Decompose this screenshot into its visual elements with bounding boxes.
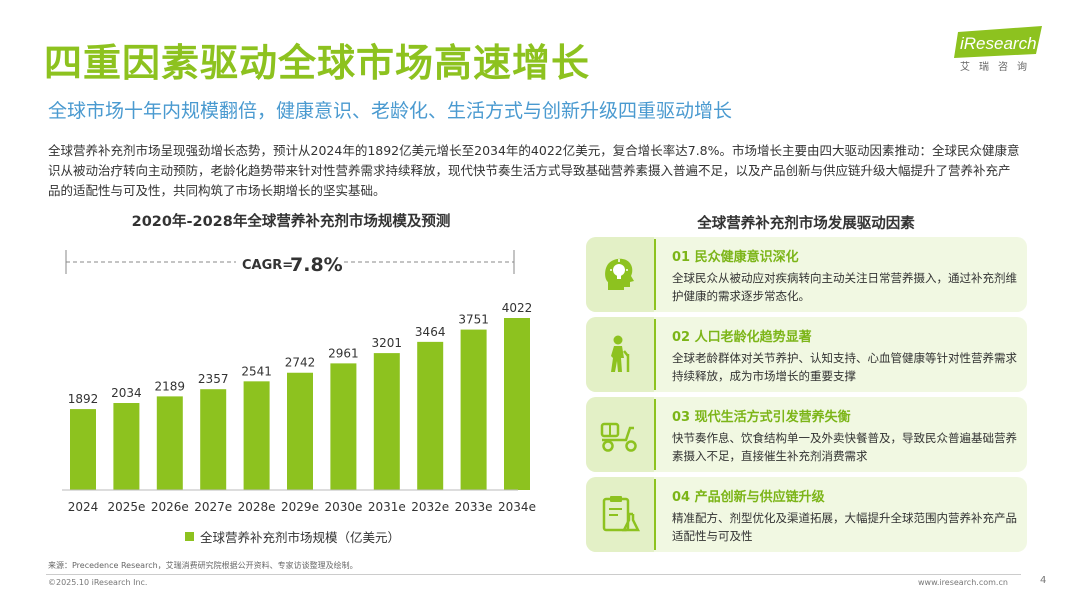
driver-card-1: 01 民众健康意识深化 全球民众从被动应对疾病转向主动关注日常营养摄入，通过补充… <box>586 237 1027 312</box>
driver-card-2: 02 人口老龄化趋势显著 全球老龄群体对关节养护、认知支持、心血管健康等针对性营… <box>586 317 1027 392</box>
delivery-scooter-icon <box>600 422 637 452</box>
elderly-person-icon <box>611 335 630 372</box>
bars-group: 1892 2024 2034 2025e 2189 2026e 2357 2027e 2541 2… <box>68 301 536 514</box>
driver-title: 04 产品创新与供应链升级 <box>672 490 825 505</box>
driver-desc: 全球老龄群体对关节养护、认知支持、心血管健康等针对性营养需求持续释放，成为市场增… <box>672 351 1017 383</box>
data-label-2027e: 2357 <box>198 372 229 386</box>
drivers-title: 全球营养补充剂市场发展驱动因素 <box>697 216 915 232</box>
x-tick-2024: 2024 <box>68 500 99 514</box>
clipboard-flask-icon <box>602 496 640 532</box>
footer-divider <box>46 574 1021 575</box>
driver-card-3: 03 现代生活方式引发营养失衡 快节奏作息、饮食结构单一及外卖快餐普及，导致民众… <box>586 397 1027 472</box>
bar-chart: CAGR= 7.8% 1892 2024 2034 2025e 2189 2026e 235… <box>62 250 536 514</box>
chart-title: 2020年-2028年全球营养补充剂市场规模及预测 <box>131 214 451 230</box>
head-bulb-icon <box>605 258 634 290</box>
bar-2031e <box>373 353 400 490</box>
logo-subtext: 艾瑞咨询 <box>960 62 1036 73</box>
data-label-2024: 1892 <box>68 392 99 406</box>
driver-icon-box <box>586 477 654 552</box>
bar-2030e <box>330 363 357 490</box>
driver-icon-box <box>586 397 654 472</box>
x-tick-2029e: 2029e <box>281 500 319 514</box>
bar-2026e <box>156 396 183 490</box>
page-title: 四重因素驱动全球市场高速增长 <box>44 41 591 85</box>
page-subtitle: 全球市场十年内规模翻倍，健康意识、老龄化、生活方式与创新升级四重驱动增长 <box>48 100 733 122</box>
card-accent-bar <box>654 399 656 470</box>
card-accent-bar <box>654 239 656 310</box>
page-number: 4 <box>1040 575 1047 586</box>
data-label-2031e: 3201 <box>372 336 403 350</box>
data-label-2034e: 4022 <box>502 301 533 315</box>
logo-text: iResearch <box>960 34 1037 53</box>
bar-2033e <box>460 329 487 490</box>
driver-desc: 全球民众从被动应对疾病转向主动关注日常营养摄入，通过补充剂维护健康的需求逐步常态… <box>672 271 1017 303</box>
source-note: 来源：Precedence Research，艾瑞消费研究院根据公开资料、专家访… <box>48 561 358 570</box>
driver-card-4: 04 产品创新与供应链升级 精准配方、剂型优化及渠道拓展，大幅提升全球范围内营养… <box>586 477 1027 552</box>
legend-label: 全球营养补充剂市场规模（亿美元） <box>200 530 401 545</box>
chart-legend: 全球营养补充剂市场规模（亿美元） <box>185 527 400 546</box>
card-accent-bar <box>654 319 656 390</box>
x-tick-2025e: 2025e <box>107 500 145 514</box>
driver-icon-box <box>586 237 654 312</box>
x-tick-2033e: 2033e <box>455 500 493 514</box>
intro-paragraph: 全球营养补充剂市场呈现强劲增长态势，预计从2024年的1892亿美元增长至203… <box>48 143 1020 198</box>
x-tick-2034e: 2034e <box>498 500 536 514</box>
bar-2034e <box>504 318 530 490</box>
cagr-value: 7.8% <box>290 254 343 276</box>
data-label-2026e: 2189 <box>155 379 186 393</box>
cagr-label: CAGR= <box>242 258 293 273</box>
copyright: ©2025.10 iResearch Inc. <box>48 578 148 587</box>
bar-2032e <box>417 341 444 490</box>
x-tick-2031e: 2031e <box>368 500 406 514</box>
iresearch-logo: iResearch <box>954 26 1042 58</box>
driver-title: 02 人口老龄化趋势显著 <box>672 330 812 345</box>
website-link[interactable]: www.iresearch.com.cn <box>918 578 1008 587</box>
x-tick-2027e: 2027e <box>194 500 232 514</box>
bar-2027e <box>200 389 227 490</box>
bar-2024 <box>70 409 96 490</box>
card-accent-bar <box>654 479 656 550</box>
data-label-2033e: 3751 <box>458 313 489 327</box>
driver-desc: 精准配方、剂型优化及渠道拓展，大幅提升全球范围内营养补充产品适配性与可及性 <box>672 511 1017 543</box>
data-label-2028e: 2541 <box>241 364 272 378</box>
data-label-2032e: 3464 <box>415 325 446 339</box>
driver-title: 03 现代生活方式引发营养失衡 <box>672 410 851 425</box>
data-label-2025e: 2034 <box>111 386 142 400</box>
x-tick-2032e: 2032e <box>411 500 449 514</box>
bar-2025e <box>113 403 140 490</box>
driver-icon-box <box>586 317 654 392</box>
legend-swatch <box>185 532 194 541</box>
data-label-2029e: 2742 <box>285 356 316 370</box>
driver-desc: 快节奏作息、饮食结构单一及外卖快餐普及，导致民众普遍基础营养素摄入不足，直接催生… <box>672 431 1017 463</box>
x-tick-2028e: 2028e <box>238 500 276 514</box>
x-tick-2030e: 2030e <box>324 500 362 514</box>
cagr-bracket <box>65 250 515 274</box>
driver-title: 01 民众健康意识深化 <box>672 250 799 265</box>
data-label-2030e: 2961 <box>328 346 359 360</box>
x-tick-2026e: 2026e <box>151 500 189 514</box>
bar-2029e <box>287 372 313 490</box>
bar-2028e <box>243 381 270 490</box>
